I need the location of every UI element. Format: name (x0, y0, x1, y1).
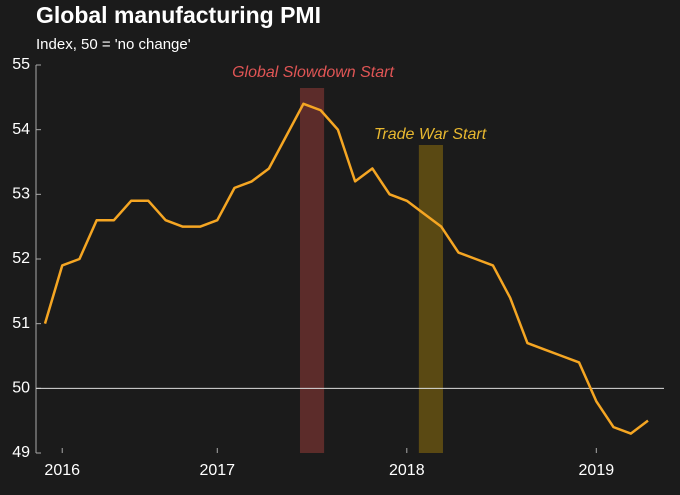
y-tick-label: 49 (12, 444, 30, 461)
y-tick-label: 52 (12, 250, 30, 267)
event-band (299, 88, 325, 453)
y-tick-label: 50 (12, 380, 30, 397)
x-tick-label: 2019 (579, 462, 615, 479)
y-tick-label: 51 (12, 315, 30, 332)
annotation: Trade War Start (374, 126, 487, 143)
y-tick-label: 54 (12, 121, 30, 138)
chart-title: Global manufacturing PMI (36, 2, 321, 28)
x-tick-label: 2018 (389, 462, 425, 479)
x-tick-label: 2016 (44, 462, 80, 479)
annotation: Global Slowdown Start (232, 64, 394, 81)
y-tick-label: 53 (12, 186, 30, 203)
x-tick-label: 2017 (199, 462, 235, 479)
event-band (418, 145, 443, 453)
chart-subtitle: Index, 50 = 'no change' (36, 36, 191, 53)
data-line (43, 102, 649, 435)
y-tick-label: 55 (12, 56, 30, 73)
